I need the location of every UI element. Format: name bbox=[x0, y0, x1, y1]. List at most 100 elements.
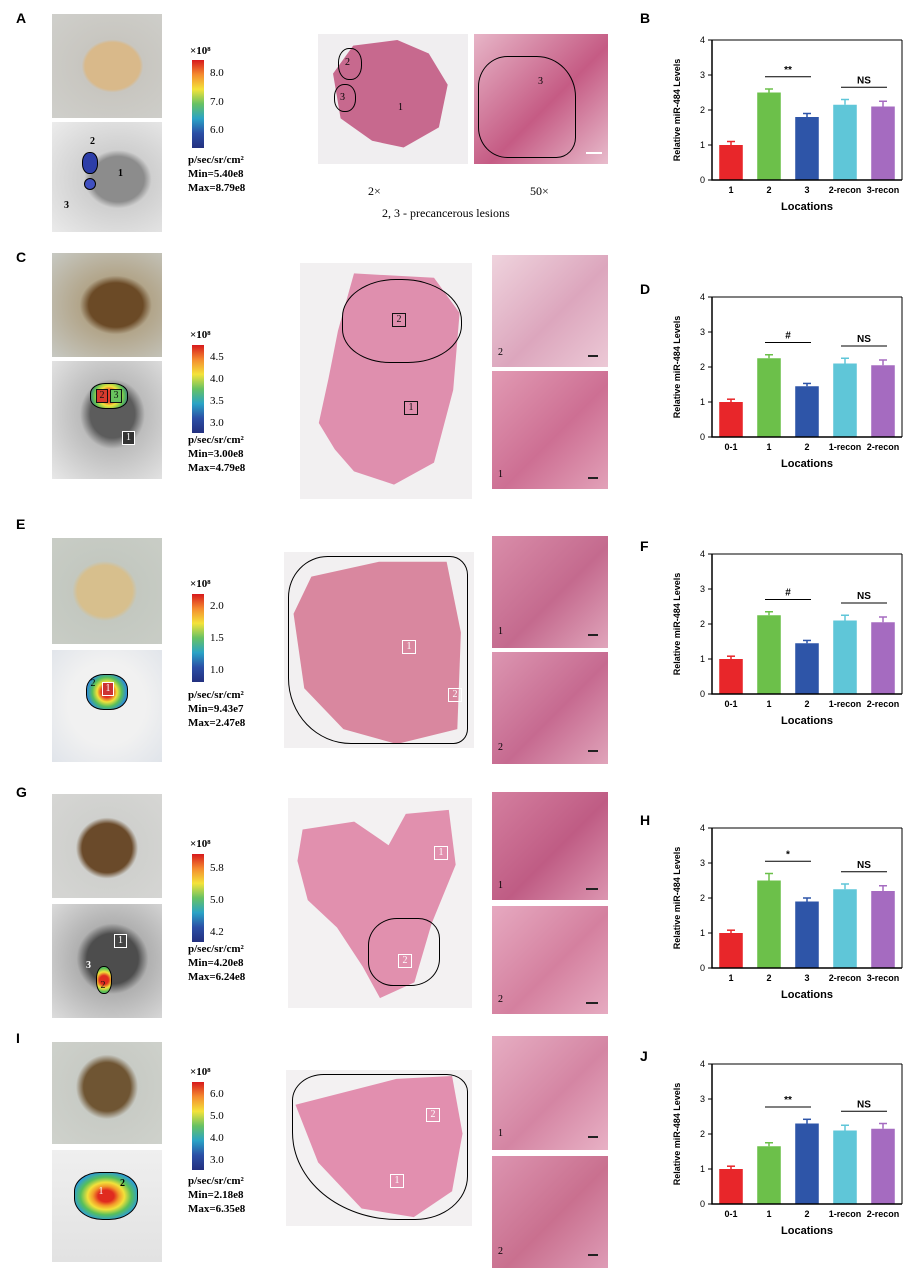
legend-min: Min=5.40e8 bbox=[188, 168, 244, 180]
intensity-legend: p/sec/sr/cm² Min=4.20e8 Max=6.24e8 bbox=[188, 942, 245, 984]
figure-caption: 2, 3 - precancerous lesions bbox=[382, 206, 510, 220]
bar-2-recon bbox=[833, 104, 857, 180]
x-tick-label: 2 bbox=[766, 185, 771, 195]
legend-unit: p/sec/sr/cm² bbox=[188, 434, 244, 446]
x-axis-label: Locations bbox=[781, 989, 833, 1001]
legend-max: Max=6.35e8 bbox=[188, 1203, 246, 1215]
panel-label-e: E bbox=[16, 516, 26, 532]
y-tick-label: 2 bbox=[700, 893, 705, 903]
lesion-outline bbox=[342, 279, 462, 363]
legend-max: Max=6.24e8 bbox=[188, 971, 246, 983]
ivis-roi-label: 2 bbox=[90, 136, 95, 147]
y-tick-label: 0 bbox=[700, 175, 705, 185]
x-tick-label: 2 bbox=[766, 973, 771, 983]
bioluminescence-image: 2 1 bbox=[52, 650, 162, 762]
colorbar-tick: 6.0 bbox=[210, 124, 224, 136]
panel-label-b: B bbox=[640, 10, 651, 26]
bar-1 bbox=[757, 615, 781, 694]
he-roi-label: 3 bbox=[340, 92, 345, 103]
x-tick-label: 2 bbox=[804, 1209, 809, 1219]
bar-0-1 bbox=[719, 1169, 743, 1204]
x-tick-label: 1-recon bbox=[829, 1209, 862, 1219]
he-section-image: 2 1 bbox=[300, 263, 472, 499]
ivis-roi-label: 1 bbox=[122, 431, 135, 445]
colorbar-tick: 3.0 bbox=[210, 1154, 224, 1166]
x-tick-label: 1 bbox=[766, 442, 771, 452]
x-tick-label: 1-recon bbox=[829, 699, 862, 709]
legend-min: Min=2.18e8 bbox=[188, 1189, 244, 1201]
significance-label: ** bbox=[784, 1095, 792, 1106]
bar-2 bbox=[795, 1123, 819, 1204]
colorbar-tick: 8.0 bbox=[210, 67, 224, 79]
scale-bar bbox=[586, 152, 602, 154]
axes bbox=[711, 828, 902, 969]
colorbar-tick: 2.0 bbox=[210, 600, 224, 612]
axes bbox=[711, 554, 902, 695]
zoom-roi-label: 3 bbox=[538, 76, 543, 87]
lesion-outline bbox=[288, 556, 468, 744]
x-tick-label: 3 bbox=[804, 185, 809, 195]
colorbar-exponent: ×10⁸ bbox=[190, 578, 211, 590]
micrograph-label: 2 bbox=[498, 742, 503, 753]
x-tick-label: 0-1 bbox=[724, 442, 737, 452]
micrograph-label: 1 bbox=[498, 880, 503, 891]
y-tick-label: 3 bbox=[700, 858, 705, 868]
bar-chart-h: Relative miR-484 Levels 0 1 2 3 4 1 2 3 2-recon 3-… bbox=[672, 823, 903, 1001]
y-tick-label: 0 bbox=[700, 432, 705, 442]
legend-unit: p/sec/sr/cm² bbox=[188, 154, 244, 166]
y-tick-label: 4 bbox=[700, 549, 705, 559]
roi-hotspot bbox=[84, 178, 96, 190]
significance-label: * bbox=[786, 849, 790, 860]
bar-3-recon bbox=[871, 891, 895, 968]
x-tick-label: 1 bbox=[766, 1209, 771, 1219]
legend-unit: p/sec/sr/cm² bbox=[188, 1175, 244, 1187]
scale-bar bbox=[588, 750, 598, 752]
bioluminescence-image: 2 3 1 bbox=[52, 361, 162, 479]
bar-2-recon bbox=[871, 1128, 895, 1204]
panel-label-a: A bbox=[16, 10, 27, 26]
y-tick-label: 4 bbox=[700, 35, 705, 45]
significance-label: NS bbox=[857, 591, 871, 602]
micrograph-bottom: 2 bbox=[492, 906, 608, 1014]
panel-label-h: H bbox=[640, 812, 651, 828]
micrograph-label: 2 bbox=[498, 994, 503, 1005]
y-tick-label: 2 bbox=[700, 619, 705, 629]
y-axis-label: Relative miR-484 Levels bbox=[672, 573, 682, 676]
colorbar-tick: 4.0 bbox=[210, 373, 224, 385]
row-a: A 2 3 1 ×10⁸ 8.0 7.0 6.0 p/sec/sr/cm² Mi… bbox=[0, 0, 918, 240]
he-roi-label: 2 bbox=[392, 313, 406, 327]
y-tick-label: 2 bbox=[700, 362, 705, 372]
y-tick-label: 3 bbox=[700, 327, 705, 337]
intensity-legend: p/sec/sr/cm² Min=9.43e7 Max=2.47e8 bbox=[188, 688, 245, 730]
bar-2 bbox=[795, 386, 819, 437]
tissue-photo bbox=[52, 14, 162, 118]
magnification-label: 50× bbox=[530, 184, 549, 198]
y-tick-label: 2 bbox=[700, 1129, 705, 1139]
x-tick-label: 3 bbox=[804, 973, 809, 983]
y-tick-label: 1 bbox=[700, 654, 705, 664]
bar-2-recon bbox=[871, 622, 895, 694]
bioluminescence-image: 1 3 2 bbox=[52, 904, 162, 1018]
bar-2 bbox=[795, 643, 819, 694]
bar-chart-f: Relative miR-484 Levels 0 1 2 3 4 0-1 1 2 1-recon… bbox=[672, 549, 903, 727]
significance-label: ** bbox=[784, 65, 792, 76]
he-roi-label: 1 bbox=[402, 640, 416, 654]
colorbar-tick: 1.5 bbox=[210, 632, 224, 644]
significance-label: NS bbox=[857, 334, 871, 345]
lesion-outline bbox=[292, 1074, 468, 1220]
lesion-outline bbox=[368, 918, 440, 986]
y-tick-label: 4 bbox=[700, 292, 705, 302]
significance-label: NS bbox=[857, 1099, 871, 1110]
he-roi-label: 2 bbox=[426, 1108, 440, 1122]
bar-1 bbox=[757, 358, 781, 437]
colorbar-tick: 1.0 bbox=[210, 664, 224, 676]
colorbar bbox=[192, 345, 204, 433]
colorbar-tick: 4.5 bbox=[210, 351, 224, 363]
colorbar-exponent: ×10⁸ bbox=[190, 1066, 211, 1078]
micrograph-top: 2 bbox=[492, 255, 608, 367]
ivis-roi-label: 2 bbox=[90, 678, 96, 689]
x-tick-label: 1 bbox=[728, 185, 733, 195]
x-tick-label: 3-recon bbox=[867, 973, 900, 983]
row-i: I 1 2 ×10⁸ 6.0 5.0 4.0 3.0 p/sec/sr/cm² … bbox=[0, 1026, 918, 1272]
row-c: C 2 3 1 ×10⁸ 4.5 4.0 3.5 3.0 p/sec/sr/cm… bbox=[0, 245, 918, 505]
